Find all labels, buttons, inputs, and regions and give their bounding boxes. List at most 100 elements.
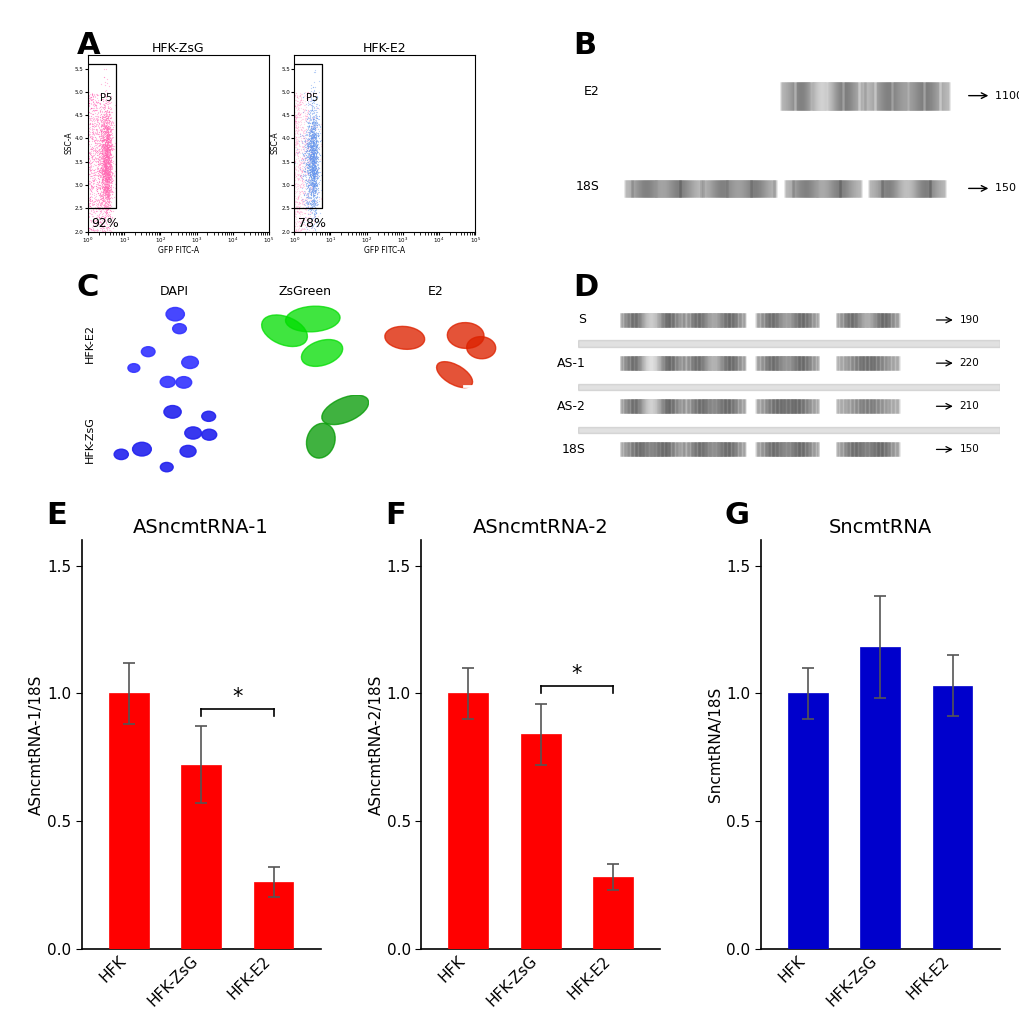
Point [72,111,89,128]
Point [267,220,283,236]
Point [267,169,283,186]
Point [284,131,301,147]
Point [96,138,112,155]
Point [306,155,322,171]
Title: HFK-E2: HFK-E2 [363,41,407,55]
Point [49,100,65,117]
Point [304,127,320,143]
Point [38,128,54,144]
Point [87,139,103,156]
Point [99,148,115,165]
Point [275,139,291,156]
Point [33,158,49,174]
Point [71,184,88,200]
Point [309,163,325,179]
Point [275,85,291,101]
Point [67,161,84,177]
Point [244,201,260,218]
Point [103,181,119,198]
Point [102,168,118,185]
Point [306,197,322,213]
Point [301,152,317,168]
Point [104,170,120,187]
Point [81,90,97,106]
Point [274,128,290,144]
Point [304,151,320,167]
Point [99,173,115,190]
Point [99,143,115,160]
Point [98,133,114,149]
Point [274,208,290,225]
Point [95,160,111,176]
Point [270,117,286,133]
Point [304,129,320,145]
Point [238,175,255,192]
Point [95,128,111,144]
Point [98,159,114,175]
Point [250,120,266,136]
Point [304,155,320,171]
Point [306,206,322,223]
Point [101,212,117,229]
Point [296,184,312,200]
Point [96,178,112,195]
Point [100,108,116,125]
Point [68,106,85,123]
Point [303,89,319,105]
Point [101,172,117,189]
Point [289,212,306,229]
Point [303,119,319,135]
Point [238,148,255,165]
Point [93,187,109,203]
Point [81,175,97,192]
Point [97,163,113,179]
Point [75,191,92,207]
Point [82,175,98,192]
Point [33,118,49,134]
Point [78,134,95,151]
Point [268,125,284,141]
Point [71,220,88,236]
Point [238,188,255,204]
Point [300,109,316,126]
Point [92,156,108,172]
Point [297,148,313,165]
Point [91,148,107,165]
Point [274,152,290,168]
Point [309,143,325,160]
Point [100,112,116,129]
Point [96,151,112,167]
Point [96,158,112,174]
Point [84,124,100,140]
Point [262,139,278,156]
Point [78,155,95,171]
Point [300,127,316,143]
Text: 150 bp: 150 bp [995,184,1019,194]
Point [101,106,117,123]
Point [87,149,103,166]
Point [281,114,298,131]
Point [289,223,306,239]
Point [297,157,313,173]
Point [102,122,118,138]
Point [99,178,115,195]
Point [284,121,301,137]
Point [75,188,92,204]
Point [283,220,300,236]
Point [307,136,323,153]
Point [98,146,114,163]
Point [306,134,322,151]
Point [253,96,269,112]
Point [69,145,86,162]
Point [301,158,317,174]
Point [276,144,292,161]
Point [58,112,74,129]
Point [304,131,320,147]
Point [250,179,266,196]
Point [300,157,316,173]
Point [90,126,106,142]
Point [99,161,115,177]
Point [36,108,52,125]
Point [280,106,297,123]
Point [101,137,117,154]
